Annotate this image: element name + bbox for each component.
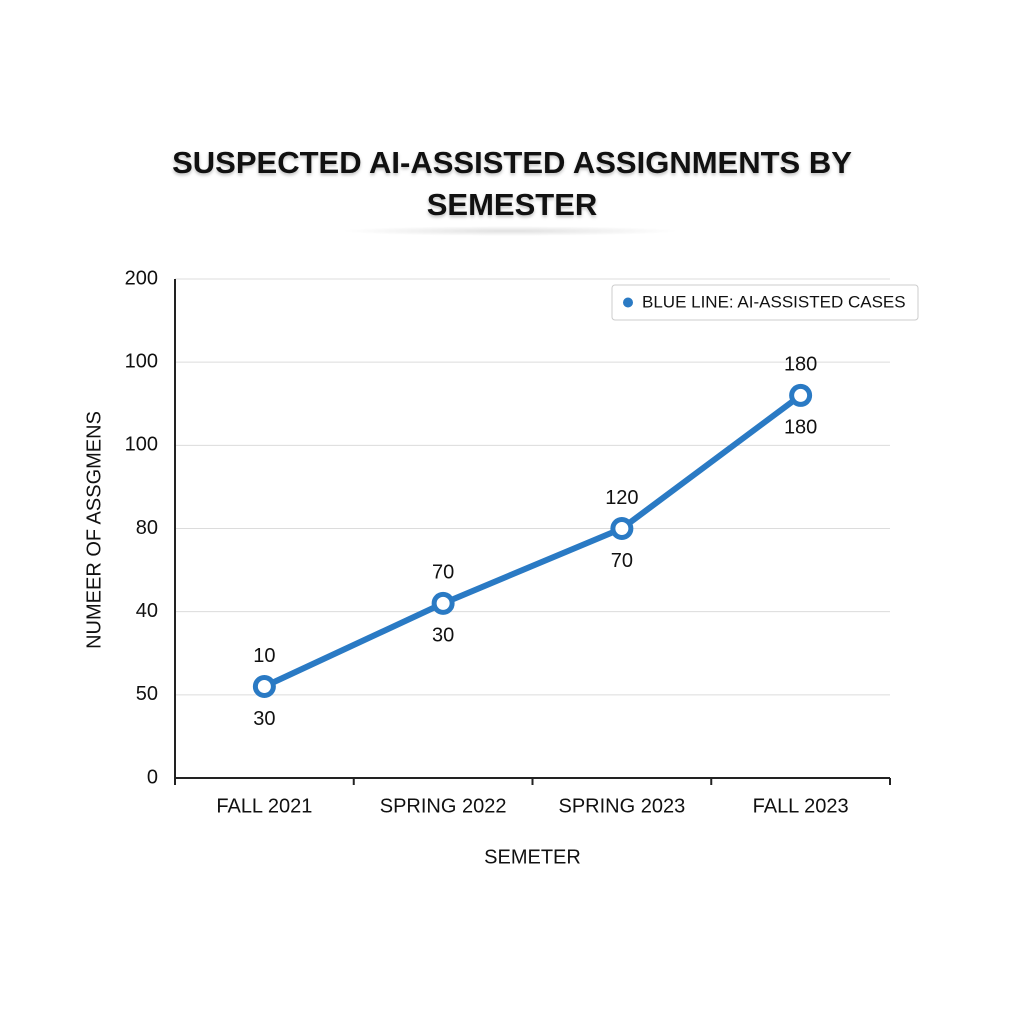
point [789,383,813,407]
value-label-below: 30 [432,625,454,647]
y-tick-label: 0 [147,766,158,788]
value-label-below: 30 [253,708,275,730]
value-label: 70 [432,562,454,584]
legend-swatch [623,297,633,308]
legend-label: BLUE LINE: AI-ASSISTED CASES [642,292,906,311]
point [610,517,634,540]
x-tick-label: SPRING 2023 [559,795,686,817]
title-shadow [340,226,680,236]
x-tick-label: FALL 2021 [216,795,312,817]
value-label-below: 180 [784,417,817,439]
point [252,675,276,699]
y-tick-label: 50 [136,683,158,705]
y-tick-label: 100 [125,434,158,456]
legend-box [611,284,919,321]
value-label: 180 [784,354,817,376]
x-axis-label: SEMETER [484,846,581,868]
y-tick-label: 200 [125,267,158,289]
x-tick-label: FALL 2023 [753,795,849,817]
value-label-below: 70 [611,550,633,572]
y-tick-label: 100 [125,350,158,372]
y-axis-label: NUMEER OF ASSGMENS [83,411,105,649]
chart-title: SUSPECTED AI-ASSISTED ASSIGNMENTS BY SEM… [172,145,852,222]
value-label: 10 [253,645,275,667]
point [431,591,455,615]
y-tick-label: 80 [136,517,158,539]
y-tick-label: 40 [136,600,158,622]
value-label: 120 [605,487,638,509]
x-tick-label: SPRING 2022 [380,795,507,817]
line [263,393,803,690]
